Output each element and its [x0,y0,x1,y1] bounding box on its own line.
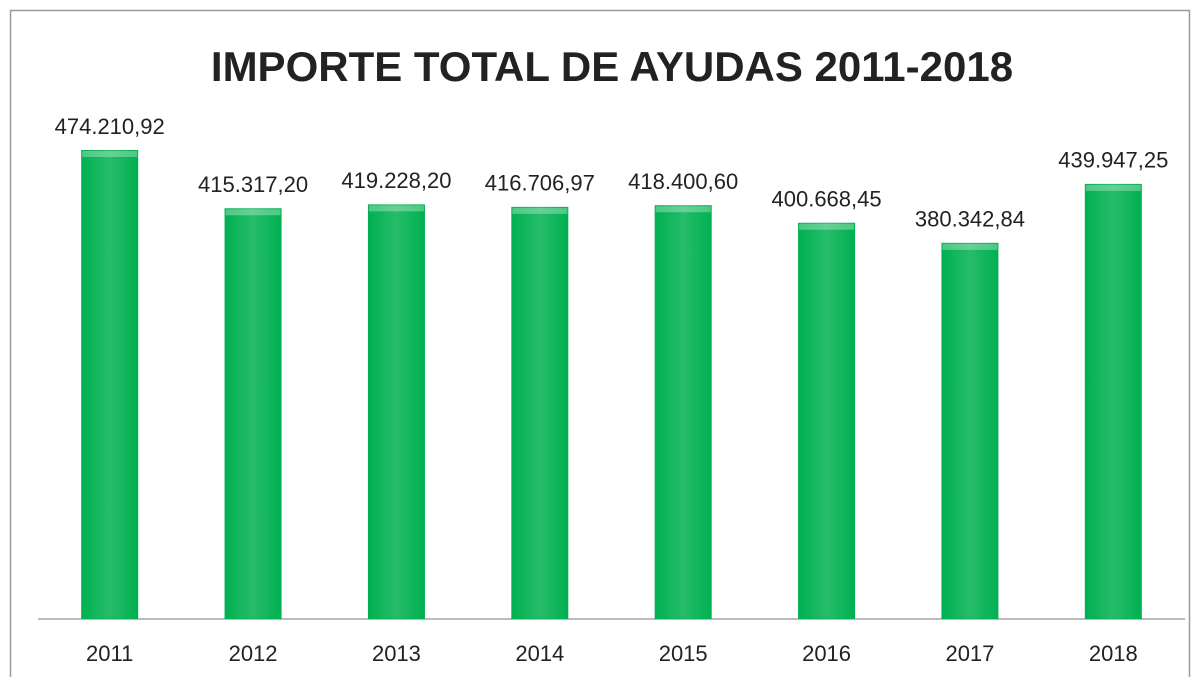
x-tick-label: 2011 [86,641,133,666]
bar-bevel [368,205,424,212]
bar [81,150,139,619]
bar-bevel [1085,184,1141,191]
bar [798,222,856,620]
x-tick-label: 2016 [802,641,851,666]
value-label: 418.400,60 [628,169,738,194]
bar [511,206,569,619]
bar-bevel [82,151,138,158]
bar [367,204,425,620]
value-label: 416.706,97 [485,171,595,196]
value-label: 415.317,20 [198,172,308,197]
value-label: 419.228,20 [341,168,451,193]
x-tick-label: 2015 [659,641,708,666]
bar [654,205,712,619]
bar-bevel [655,206,711,213]
value-label: 474.210,92 [55,114,165,139]
bar-bevel [942,243,998,250]
bar-bevel [799,223,855,230]
bar [224,208,282,619]
bar-bevel [512,207,568,214]
x-tick-label: 2018 [1089,641,1138,666]
x-tick-label: 2017 [945,641,994,666]
value-label: 439.947,25 [1058,148,1168,173]
x-tick-label: 2013 [372,641,421,666]
x-tick-label: 2014 [515,641,564,666]
value-label: 400.668,45 [772,187,882,212]
value-label: 380.342,84 [915,207,1025,232]
bar [1084,183,1142,620]
bar [941,242,999,619]
x-tick-label: 2012 [229,641,278,666]
chart-frame [9,9,1191,677]
chart-title: IMPORTE TOTAL DE AYUDAS 2011-2018 [211,43,1013,90]
bar-bevel [225,209,281,216]
